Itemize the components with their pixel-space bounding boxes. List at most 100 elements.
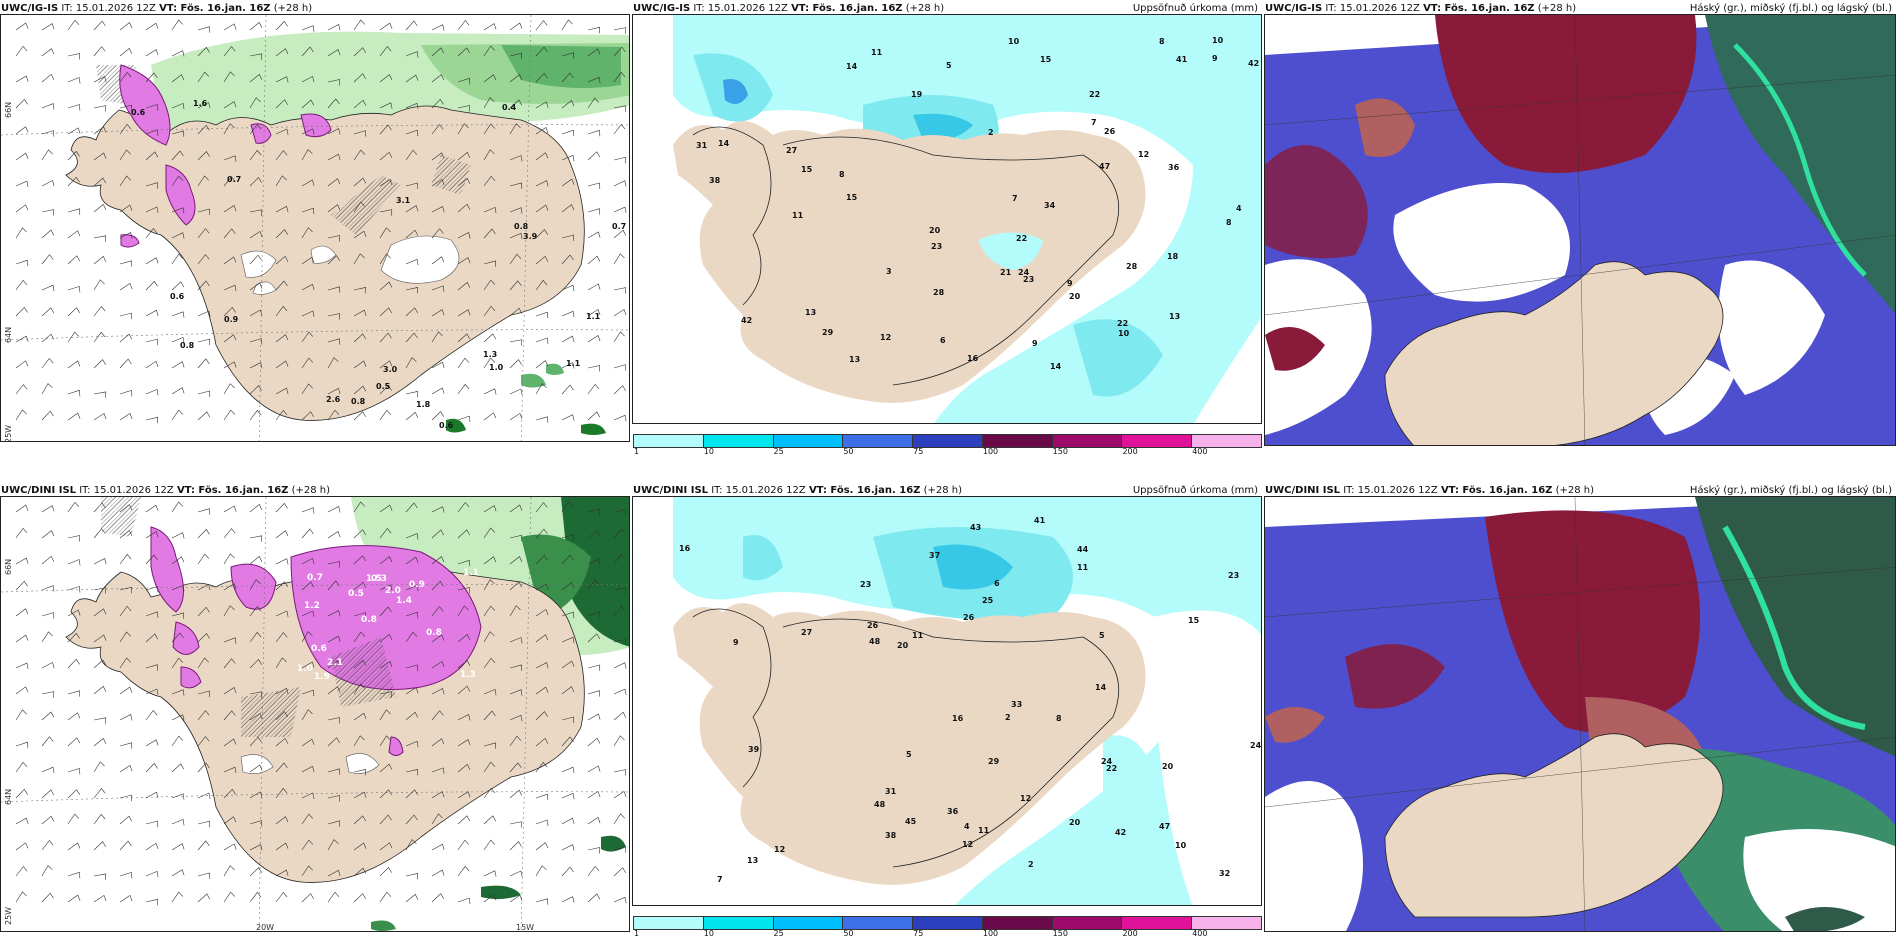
wind-barb: [587, 308, 601, 317]
wind-barb: [405, 740, 419, 748]
wind-barb: [197, 690, 210, 698]
wind-barb: [145, 762, 158, 773]
wind-barb: [41, 358, 54, 369]
wind-barb: [509, 123, 521, 135]
wind-barb: [15, 259, 29, 267]
value-label: 27: [786, 146, 797, 155]
wind-barb: [613, 253, 625, 265]
value-label: 31: [885, 787, 897, 796]
cloud-map[interactable]: [1264, 14, 1896, 446]
wind-barb: [119, 686, 133, 695]
wind-barb: [327, 153, 341, 161]
wind-barb: [197, 792, 211, 799]
wind-barb: [223, 228, 236, 239]
value-label: 2: [988, 128, 994, 137]
wind-barb: [197, 872, 211, 880]
wind-barb: [587, 664, 601, 672]
value-label: 0.9: [224, 315, 239, 324]
wind-barb: [613, 308, 627, 317]
wind-barb: [431, 634, 445, 643]
wind-barb: [483, 688, 497, 696]
wind-barb: [379, 360, 393, 369]
wind-barb: [249, 867, 262, 877]
wind-barb: [483, 605, 496, 617]
wind-barb: [353, 631, 366, 643]
wind-barb: [171, 281, 185, 291]
wind-barb: [431, 813, 443, 825]
wind-barb: [15, 842, 29, 851]
wind-barb: [171, 793, 185, 800]
wind-barb: [353, 19, 366, 31]
wind-barb: [197, 338, 210, 346]
wind-barb: [353, 309, 367, 317]
value-label: 0.8: [426, 628, 442, 638]
wind-barb: [223, 816, 237, 825]
iceland-land: [673, 121, 1146, 403]
wind-barb: [41, 149, 53, 161]
wind-barb: [41, 789, 55, 799]
colorbar-swatch: [1191, 916, 1262, 930]
wind-barb: [509, 182, 523, 189]
wind-barb: [431, 309, 445, 317]
value-label: 29: [822, 328, 834, 337]
wind-barb: [483, 815, 497, 825]
wind-barb: [67, 501, 80, 513]
wind-barb: [197, 151, 210, 161]
wind-barb: [509, 762, 522, 773]
wind-barb: [405, 611, 419, 619]
precip-map[interactable]: 13 20 33 29 37 41 47 44 42 48 32 48 45 43 20 26 24 39 16 23…: [632, 496, 1262, 906]
wind-barb: [613, 638, 626, 646]
wind-barb: [93, 412, 107, 421]
wind-barb: [509, 534, 522, 542]
wind-barb: [67, 712, 81, 721]
wind-barb: [561, 866, 574, 877]
wind-barb: [223, 46, 236, 57]
wind-barb: [535, 20, 548, 31]
wind-barb: [327, 737, 340, 747]
wind-barb: [93, 391, 107, 398]
wind-barb: [405, 51, 419, 58]
wind-barb: [41, 530, 55, 539]
wind-barb: [197, 310, 211, 317]
wind-barb: [67, 19, 80, 31]
wind-barb: [587, 26, 600, 34]
wind-barb: [509, 155, 523, 162]
wind-barb: [171, 584, 185, 592]
wind-barb: [561, 501, 573, 513]
colorbar-swatch: [842, 434, 914, 448]
precip-map[interactable]: 14 14 13 27 12 9 8 15 23 29 42 31 20 24 47 8 38 41 28 36 22 2…: [632, 14, 1262, 424]
wind-barb: [93, 558, 107, 565]
wind-barb: [249, 764, 263, 773]
wind-snow-map[interactable]: 20W 15W 66N 64N 25W 2.6 3.0 3.1 0.6 0.7 0.8 0.…: [0, 14, 630, 442]
wind-barb: [457, 105, 471, 112]
wind-barb: [535, 737, 549, 747]
wind-barb: [301, 631, 313, 643]
wind-barb: [223, 71, 235, 83]
wind-barb: [561, 611, 575, 619]
wind-barb: [535, 583, 549, 591]
wind-barb: [171, 735, 184, 747]
wind-barb: [561, 636, 575, 644]
wind-barb: [613, 711, 627, 721]
colorbar-swatch: [702, 916, 774, 930]
cloud-map[interactable]: [1264, 496, 1896, 932]
wind-barb: [275, 48, 289, 57]
wind-barb: [587, 847, 601, 854]
wind-barb: [457, 660, 471, 669]
wind-barb: [483, 97, 495, 109]
wind-barb: [171, 891, 184, 903]
wind-barb: [613, 896, 627, 904]
value-label: 48: [874, 800, 886, 809]
wind-barb: [561, 100, 575, 109]
wind-barb: [483, 45, 496, 57]
wind-barb: [509, 735, 522, 747]
wind-barb: [327, 839, 339, 851]
wind-barb: [405, 584, 419, 592]
wind-barb: [223, 605, 235, 617]
wind-snow-map[interactable]: 20W 15W 66N 64N 25W 1.3 1.2 1.1 0.8 0.9 1.9 1.…: [0, 496, 630, 932]
wind-barb: [457, 203, 471, 213]
wind-barb: [223, 637, 237, 644]
wind-barb: [145, 586, 159, 593]
wind-barb: [41, 103, 55, 110]
wind-barb: [483, 74, 497, 83]
